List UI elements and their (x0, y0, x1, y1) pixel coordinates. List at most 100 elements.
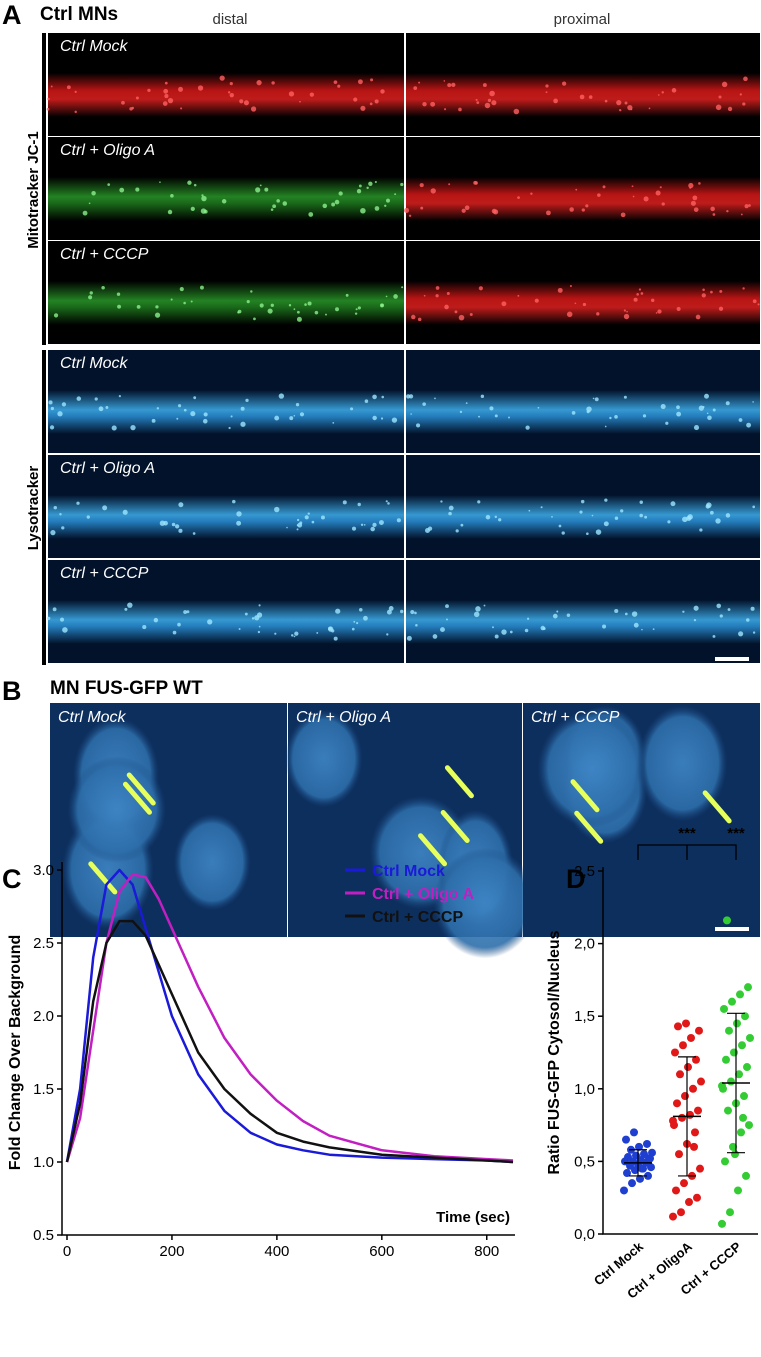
organelle (246, 300, 250, 304)
organelle (661, 202, 665, 206)
organelle (183, 408, 187, 412)
organelle (602, 624, 607, 629)
organelle (52, 607, 57, 612)
organelle (455, 529, 459, 533)
organelle (381, 395, 385, 399)
organelle (476, 101, 480, 104)
data-point (628, 1179, 636, 1188)
organelle (561, 81, 567, 86)
data-point (622, 1135, 630, 1144)
data-point (681, 1092, 689, 1101)
organelle (418, 81, 421, 84)
y-tick-label: 0.5 (33, 1227, 54, 1244)
organelle (524, 628, 529, 633)
organelle (492, 626, 494, 629)
axon-bundle (48, 495, 404, 539)
organelle (61, 526, 65, 530)
organelle (221, 199, 227, 204)
legend-label: Ctrl Mock (372, 863, 445, 880)
organelle (614, 516, 619, 520)
organelle (379, 520, 384, 525)
organelle (746, 422, 752, 428)
organelle (101, 286, 105, 290)
organelle (360, 207, 366, 214)
data-point (692, 1055, 700, 1064)
organelle (614, 608, 619, 614)
organelle (274, 415, 280, 421)
organelle (633, 297, 638, 302)
data-point (734, 1186, 742, 1195)
organelle (525, 425, 530, 430)
organelle (446, 292, 450, 296)
organelle (386, 198, 390, 203)
organelle (748, 204, 751, 207)
data-point (636, 1174, 644, 1183)
data-point (684, 1063, 692, 1072)
fus-granule (570, 779, 600, 813)
organelle (744, 204, 749, 209)
organelle (553, 98, 558, 104)
organelle (401, 286, 404, 289)
organelle (159, 181, 161, 183)
organelle (332, 421, 335, 424)
organelle (250, 290, 253, 293)
organelle (379, 303, 385, 308)
organelle (494, 634, 499, 639)
organelle (370, 78, 374, 82)
organelle (580, 499, 585, 504)
organelle (207, 619, 213, 625)
organelle (355, 308, 358, 311)
organelle (609, 416, 612, 420)
cell (537, 710, 646, 828)
cell (173, 813, 251, 911)
organelle (270, 303, 274, 307)
data-point (741, 1012, 749, 1021)
organelle (219, 75, 225, 81)
organelle (738, 418, 743, 422)
organelle (369, 102, 373, 106)
organelle (53, 505, 57, 510)
organelle (693, 619, 697, 622)
organelle (513, 108, 520, 115)
organelle (655, 190, 661, 196)
y-axis-label: Fold Change Over Background (7, 935, 24, 1171)
organelle (190, 300, 193, 303)
organelle (595, 529, 602, 535)
organelle (337, 84, 341, 88)
row-label: Ctrl + Oligo A (60, 142, 155, 159)
organelle (627, 105, 633, 111)
organelle (203, 412, 208, 417)
organelle (632, 195, 635, 198)
organelle (255, 187, 261, 193)
organelle (50, 406, 55, 411)
organelle (251, 617, 255, 620)
organelle (489, 406, 494, 411)
data-point (722, 1055, 730, 1064)
organelle (738, 631, 744, 637)
organelle (639, 500, 643, 504)
organelle (151, 418, 156, 423)
error-bar (629, 1149, 647, 1177)
organelle (74, 110, 77, 114)
y-tick-label: 2.5 (33, 935, 54, 952)
organelle (417, 317, 422, 322)
organelle (297, 522, 303, 528)
organelle (706, 502, 712, 508)
organelle (557, 287, 563, 293)
organelle (604, 99, 608, 103)
data-point (718, 1081, 726, 1090)
data-point (696, 1164, 704, 1173)
organelle (307, 512, 310, 515)
organelle (200, 285, 204, 290)
organelle (331, 629, 335, 633)
organelle (135, 96, 139, 100)
organelle (259, 184, 262, 187)
organelle (631, 611, 638, 617)
organelle (483, 604, 486, 607)
organelle (237, 311, 240, 314)
organelle (61, 402, 67, 407)
data-point (723, 916, 731, 925)
organelle (400, 182, 404, 187)
organelle (569, 207, 574, 212)
organelle (314, 310, 319, 315)
